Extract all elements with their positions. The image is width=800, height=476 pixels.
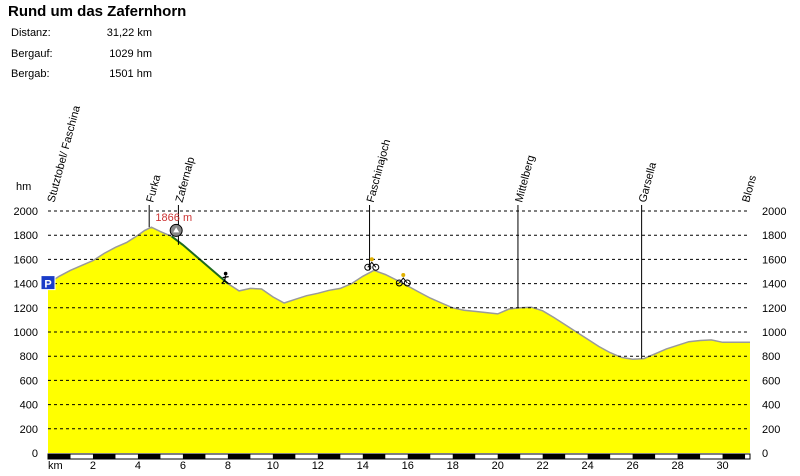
distance-scale-segment [92,454,116,459]
y-tick-label-left: 600 [20,375,38,387]
y-tick-label-left: 400 [20,400,38,412]
y-tick-label-right: 400 [762,400,780,412]
y-tick-label-left: 2000 [14,206,38,218]
hut-icon [169,223,183,237]
distance-scale-segment [452,454,476,459]
parking-icon-label: P [44,279,51,291]
ascent-value: 1029 hm [109,48,152,60]
y-tick-label-left: 1400 [14,279,38,291]
distance-scale-segment [587,454,611,459]
distance-scale-segment [48,454,71,459]
y-axis-label: hm [16,181,31,193]
distance-value: 31,22 km [106,27,152,39]
x-tick-label: 30 [716,460,728,472]
distance-scale-segment [227,454,251,459]
x-tick-label: 4 [135,460,141,472]
parking-icon [40,275,56,291]
y-tick-label-right: 200 [762,424,780,436]
location-label: Mittelberg [513,154,537,204]
y-tick-label-left: 1600 [14,254,38,266]
y-tick-label-left: 1000 [14,327,38,339]
distance-scale-segment [407,454,431,459]
x-tick-label: 22 [537,460,549,472]
y-tick-label-left: 0 [32,448,38,460]
distance-scale-segment [632,454,656,459]
ascent-label: Bergauf: [11,48,53,60]
y-tick-label-right: 1200 [762,303,786,315]
y-tick-label-left: 1800 [14,230,38,242]
y-tick-label-right: 0 [762,448,768,460]
location-label: Stutztobel/ Faschina [46,104,84,204]
y-tick-label-left: 1200 [14,303,38,315]
y-tick-label-left: 800 [20,351,38,363]
distance-scale-segment [272,454,296,459]
y-tick-label-right: 1000 [762,327,786,339]
distance-label: Distanz: [11,27,51,39]
bike-icon [395,273,411,287]
elevation-line [47,226,750,360]
bike-icon [364,257,380,271]
y-tick-label-right: 1600 [762,254,786,266]
descent-label: Bergab: [11,68,50,80]
x-tick-label: 16 [402,460,414,472]
distance-scale-segment [137,454,161,459]
x-tick-label: 28 [671,460,683,472]
y-tick-label-right: 1800 [762,230,786,242]
y-tick-label-right: 1400 [762,279,786,291]
location-label: Furka [144,173,163,204]
location-label: Garsella [637,160,659,204]
x-tick-label: 14 [357,460,369,472]
distance-scale-segment [542,454,566,459]
page-title: Rund um das Zafernhorn [8,3,187,20]
distance-scale-segment [722,454,746,459]
y-tick-label-right: 800 [762,351,780,363]
distance-scale-segment [497,454,521,459]
x-tick-label: 2 [90,460,96,472]
distance-scale-segment [677,454,701,459]
x-tick-label: 24 [582,460,594,472]
peak-elevation-label: 1866 m [155,212,192,224]
x-tick-label: 20 [492,460,504,472]
y-tick-label-left: 200 [20,424,38,436]
location-label: Blons [740,174,759,204]
descent-value: 1501 hm [109,68,152,80]
x-axis-label: km [48,460,63,472]
x-tick-label: 8 [225,460,231,472]
distance-scale-segment [362,454,386,459]
distance-scale-segment [317,454,341,459]
distance-scale-segment [182,454,206,459]
x-tick-label: 18 [447,460,459,472]
location-label: Zafernalp [174,156,198,204]
elevation-area [48,227,750,453]
y-tick-label-right: 2000 [762,206,786,218]
x-tick-label: 10 [267,460,279,472]
x-tick-label: 26 [627,460,639,472]
x-tick-label: 12 [312,460,324,472]
hiker-icon [221,271,229,285]
y-tick-label-right: 600 [762,375,780,387]
x-tick-label: 6 [180,460,186,472]
location-label: Faschinajoch [365,138,393,204]
